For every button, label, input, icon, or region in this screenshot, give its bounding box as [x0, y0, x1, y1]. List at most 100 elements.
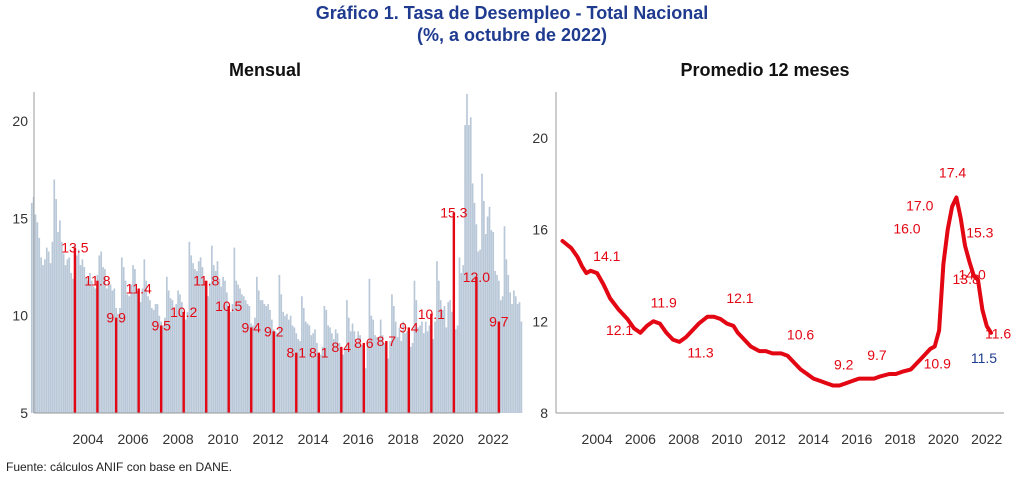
bar-value-label: 11.8 — [193, 273, 219, 289]
monthly-bar — [248, 306, 251, 413]
monthly-bar — [83, 267, 86, 413]
monthly-bar — [242, 296, 245, 413]
monthly-bar — [51, 241, 54, 413]
monthly-bar — [488, 206, 491, 413]
monthly-bar — [197, 261, 200, 413]
monthly-bar — [280, 294, 283, 413]
monthly-bar — [447, 302, 450, 413]
monthly-bar — [134, 269, 136, 413]
monthly-bar — [314, 329, 316, 413]
monthly-bar — [102, 267, 104, 413]
highlight-bar — [137, 288, 140, 413]
monthly-bar — [379, 319, 382, 413]
monthly-bar — [201, 267, 204, 413]
monthly-bar — [396, 337, 399, 413]
monthly-bar — [149, 300, 151, 413]
monthly-bar — [432, 339, 435, 413]
monthly-bar — [209, 282, 211, 413]
monthly-bar — [254, 317, 256, 413]
monthly-bar — [336, 333, 339, 413]
line-value-label: 14.0 — [959, 266, 986, 282]
monthly-bar — [267, 304, 269, 413]
highlight-bar — [295, 352, 298, 413]
monthly-bar — [439, 300, 442, 413]
monthly-bar — [376, 337, 378, 413]
monthly-bar — [302, 307, 305, 413]
monthly-bar — [169, 298, 172, 413]
monthly-bar — [70, 272, 72, 413]
monthly-bar — [415, 300, 418, 413]
line-value-label: 14.1 — [593, 248, 620, 264]
highlight-bar — [362, 342, 365, 413]
right-x-tick-label: 2018 — [885, 431, 916, 447]
monthly-bar — [331, 333, 333, 413]
monthly-bar — [207, 296, 209, 413]
monthly-bar — [346, 300, 348, 413]
monthly-bar — [400, 341, 403, 413]
monthly-bar — [351, 323, 354, 413]
left-x-tick-label: 2008 — [162, 431, 193, 447]
monthly-bar — [438, 280, 440, 413]
right-x-tick-label: 2022 — [971, 431, 1002, 447]
monthly-bar — [392, 306, 395, 413]
right-y-tick-label: 16 — [532, 222, 548, 238]
monthly-bar — [233, 247, 236, 413]
monthly-bar — [59, 220, 61, 413]
line-value-label: 11.5 — [971, 350, 997, 366]
monthly-bar — [224, 280, 226, 413]
monthly-bar — [85, 276, 87, 413]
monthly-bar — [422, 333, 425, 413]
monthly-bar — [426, 331, 429, 413]
monthly-bar — [443, 306, 446, 413]
monthly-bar — [411, 342, 414, 413]
monthly-bar — [456, 325, 459, 413]
monthly-bar — [199, 257, 202, 413]
monthly-bar — [173, 315, 176, 413]
line-value-label: 9.7 — [867, 347, 887, 363]
monthly-bar — [374, 335, 376, 413]
bar-value-label: 8.7 — [377, 333, 397, 349]
monthly-bar — [81, 259, 84, 413]
monthly-bar — [282, 311, 284, 413]
line-value-label: 17.4 — [939, 164, 966, 180]
monthly-bar — [370, 315, 373, 413]
monthly-bar — [124, 280, 127, 413]
monthly-bar — [391, 294, 393, 413]
bar-value-label: 8.4 — [332, 339, 352, 355]
monthly-bar — [398, 327, 401, 413]
source-note: Fuente: cálculos ANIF con base en DANE. — [6, 460, 233, 474]
left-x-tick-label: 2016 — [343, 431, 374, 447]
highlight-bar — [272, 331, 275, 413]
left-y-tick-label: 5 — [20, 405, 28, 421]
monthly-bar — [162, 325, 164, 413]
monthly-bar — [329, 327, 331, 413]
monthly-bar — [327, 325, 329, 413]
left-x-tick-label: 2020 — [433, 431, 464, 447]
line-value-label: 12.1 — [606, 322, 633, 338]
right-x-tick-label: 2020 — [928, 431, 959, 447]
monthly-bar — [419, 325, 421, 413]
left-y-tick-label: 10 — [12, 308, 28, 324]
left-x-tick-label: 2010 — [208, 431, 239, 447]
monthly-bar — [57, 232, 59, 413]
monthly-bar — [165, 276, 168, 413]
monthly-bar — [265, 306, 268, 413]
monthly-bar — [451, 311, 453, 413]
monthly-bar — [460, 272, 463, 413]
monthly-bar — [237, 284, 239, 413]
monthly-bar — [263, 304, 266, 413]
monthly-bar — [325, 309, 328, 413]
monthly-bar — [494, 270, 496, 413]
monthly-bar — [30, 202, 33, 413]
bar-value-label: 9.9 — [106, 310, 126, 326]
bar-value-label: 15.3 — [440, 205, 467, 221]
monthly-bar — [87, 280, 89, 413]
monthly-bar — [77, 249, 80, 413]
monthly-bar — [141, 288, 144, 413]
line-value-label: 10.9 — [924, 356, 951, 372]
monthly-bar — [361, 344, 363, 413]
monthly-bar — [68, 257, 71, 413]
monthly-bar — [364, 368, 367, 413]
monthly-bar — [40, 257, 42, 413]
monthly-bar — [366, 342, 369, 413]
